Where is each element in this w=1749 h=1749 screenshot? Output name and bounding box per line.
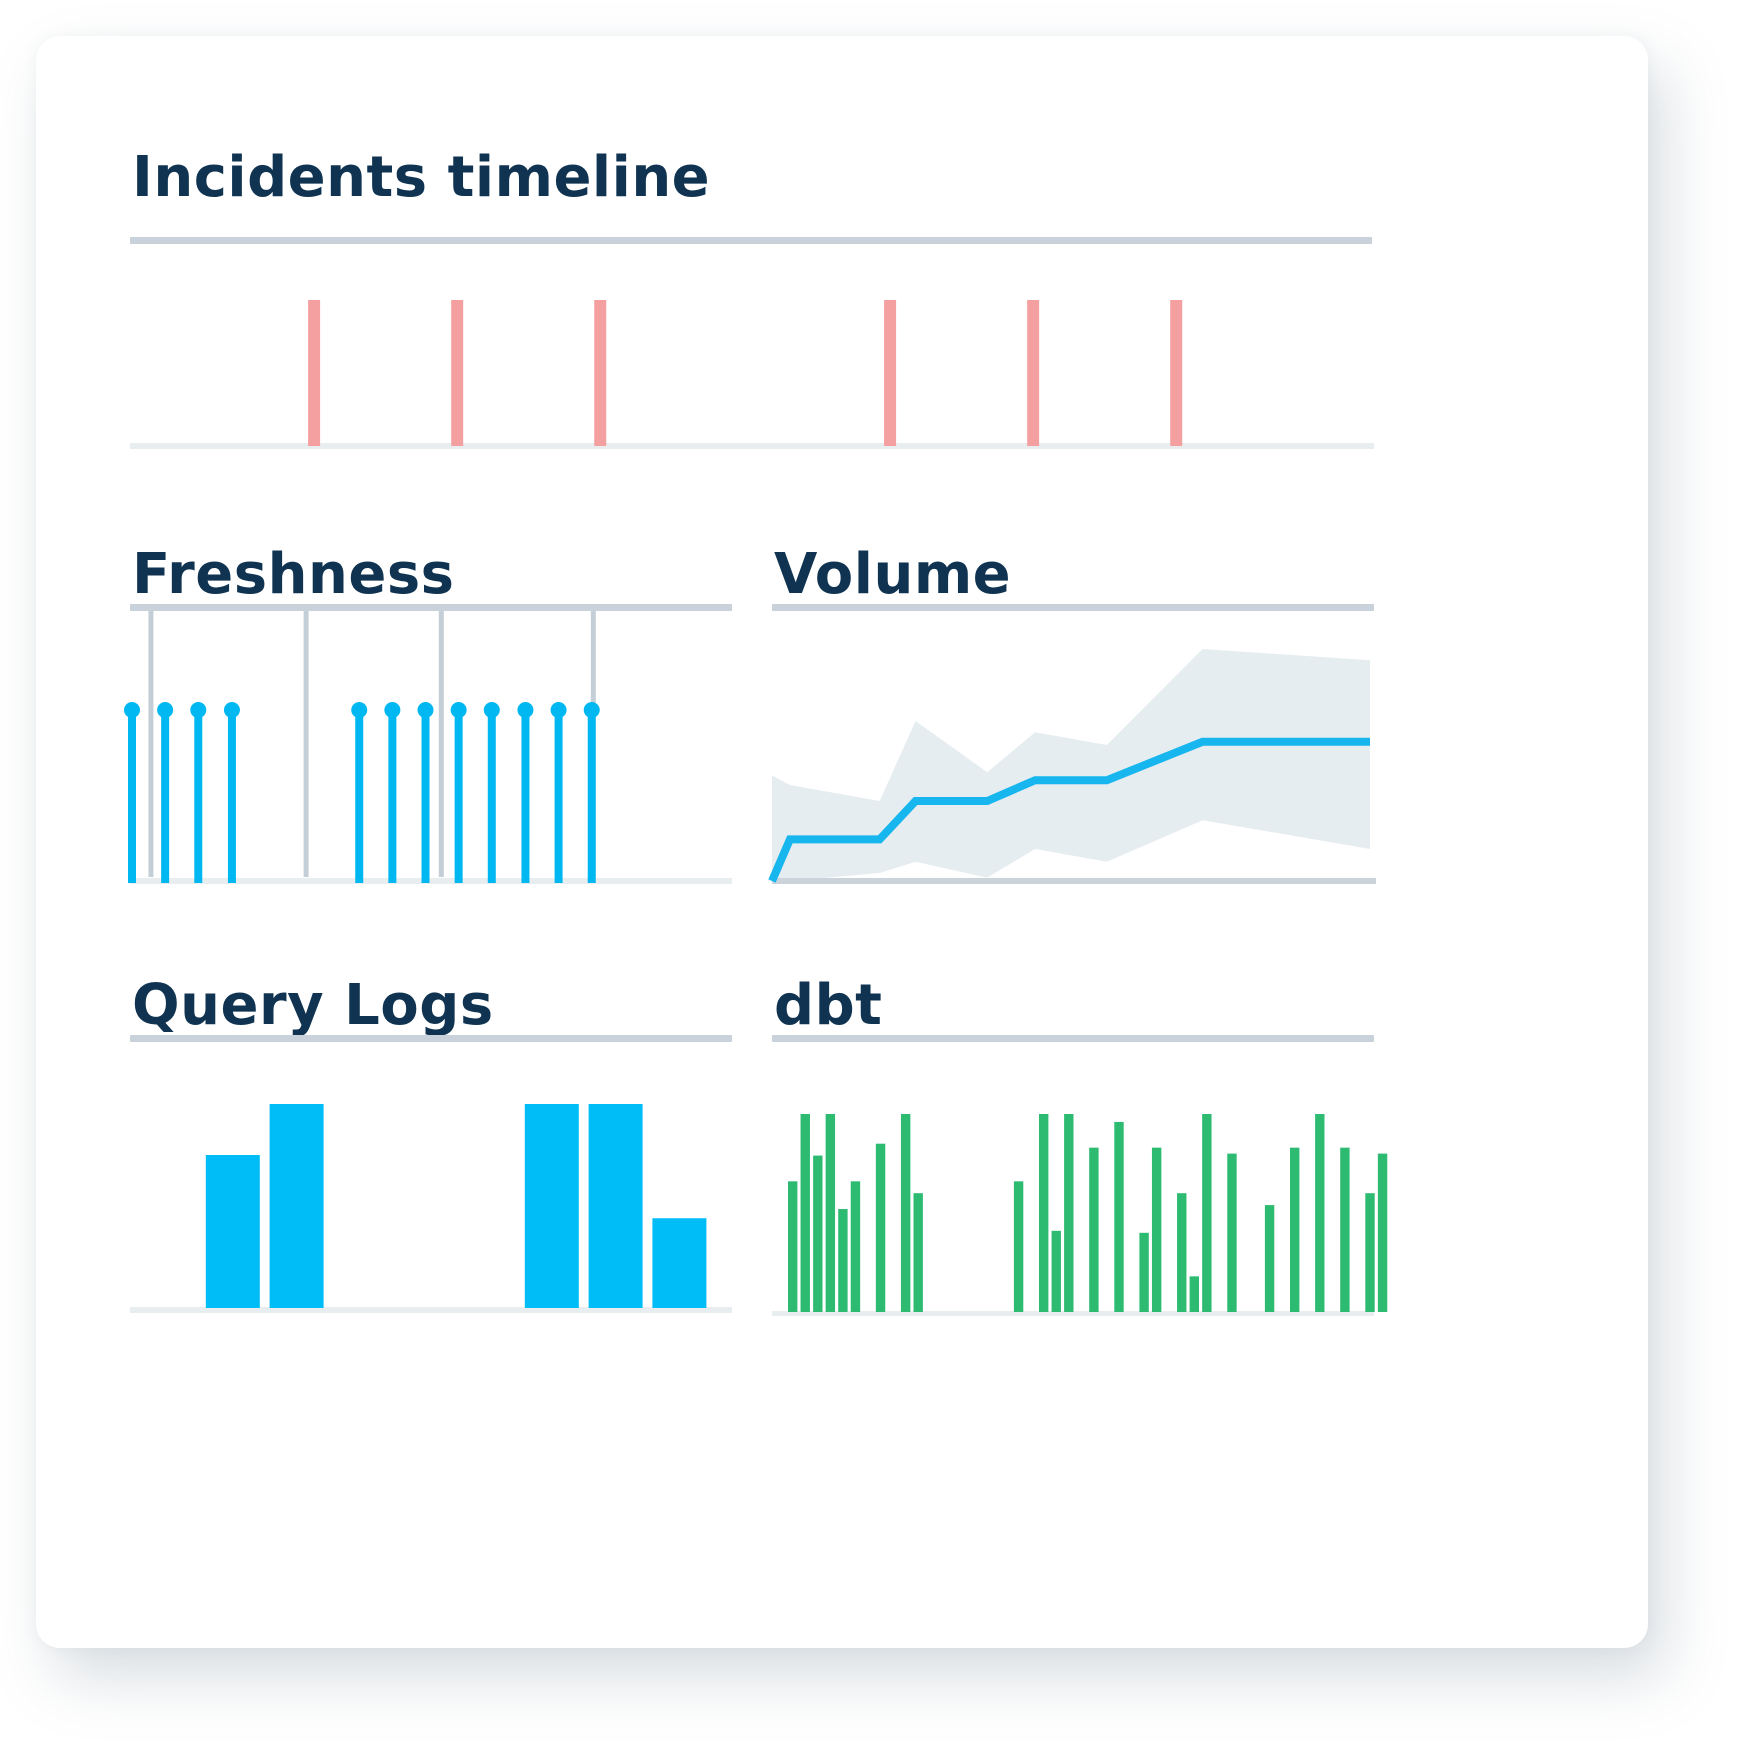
dbt-run-bar: [875, 1143, 886, 1312]
dbt-header-rule: [772, 1035, 1374, 1042]
freshness-event-dot: [223, 702, 240, 718]
freshness-event-dot: [351, 702, 368, 718]
dbt-run-bar: [1340, 1147, 1350, 1312]
freshness-event-stem: [454, 710, 463, 883]
query-logs-bar: [588, 1104, 643, 1308]
freshness-event-dot: [517, 702, 534, 718]
freshness-event-dot: [583, 702, 600, 718]
freshness-event-stem: [421, 710, 430, 883]
dbt-run-bar: [1377, 1153, 1388, 1312]
dbt-run-bar: [838, 1209, 848, 1312]
query-logs-bar: [524, 1104, 579, 1308]
dbt-run-bar: [1189, 1276, 1199, 1312]
dbt-run-bar: [813, 1155, 823, 1312]
dbt-run-bar: [788, 1181, 798, 1312]
dbt-run-bar: [1051, 1230, 1061, 1312]
freshness-event-dot: [483, 702, 500, 718]
freshness-chart: [124, 611, 732, 884]
dbt-run-bar: [900, 1114, 911, 1312]
freshness-event-stem: [227, 710, 236, 883]
dbt-run-bar: [1264, 1205, 1275, 1312]
freshness-event-dot: [190, 702, 207, 718]
dbt-run-bar: [1013, 1181, 1024, 1312]
incidents-header-rule: [130, 237, 1372, 244]
freshness-event-dot: [384, 702, 401, 718]
incident-marker: [1027, 300, 1040, 446]
dbt-run-bar: [1227, 1153, 1237, 1312]
freshness-event-stem: [355, 710, 364, 883]
dbt-run-bar: [1151, 1147, 1162, 1312]
dbt-run-bar: [1114, 1121, 1124, 1312]
freshness-update-marker: [303, 611, 309, 877]
freshness-event-dot: [157, 702, 174, 718]
dbt-chart: [772, 1114, 1388, 1316]
dbt-baseline: [772, 1311, 1374, 1316]
freshness-update-marker: [438, 611, 444, 877]
dbt-run-bar: [1202, 1114, 1212, 1312]
freshness-event-stem: [487, 710, 496, 883]
query-logs-bar: [652, 1218, 707, 1308]
freshness-event-dot: [450, 702, 467, 718]
query-logs-chart: [130, 1104, 732, 1313]
dbt-run-bar: [1365, 1193, 1375, 1312]
monitoring-card: Incidents timeline Freshness Volume Quer…: [36, 36, 1648, 1648]
volume-title: Volume: [774, 542, 1012, 607]
freshness-event-stem: [194, 710, 203, 883]
volume-line: [768, 737, 1370, 883]
query-logs-baseline: [130, 1307, 732, 1313]
incident-marker: [884, 300, 897, 446]
incident-marker: [1170, 300, 1183, 446]
volume-baseline: [772, 878, 1376, 884]
freshness-baseline: [130, 878, 732, 884]
dbt-run-bar: [1139, 1232, 1149, 1312]
dbt-run-bar: [800, 1114, 810, 1312]
freshness-title: Freshness: [132, 542, 455, 607]
dbt-title: dbt: [774, 973, 883, 1038]
dbt-run-bar: [850, 1181, 861, 1312]
freshness-event-stem: [128, 710, 136, 883]
incident-marker: [308, 300, 321, 446]
dbt-run-bar: [1315, 1114, 1325, 1312]
freshness-event-dot: [124, 702, 140, 718]
incidents-baseline: [130, 443, 1374, 449]
incident-marker: [594, 300, 607, 446]
query-logs-header-rule: [130, 1035, 732, 1042]
incidents-timeline-title: Incidents timeline: [132, 145, 711, 210]
dbt-run-bar: [1177, 1193, 1187, 1312]
freshness-event-dot: [550, 702, 567, 718]
query-logs-bar: [269, 1104, 324, 1308]
freshness-event-dot: [417, 702, 434, 718]
dbt-run-bar: [1064, 1114, 1074, 1312]
dbt-run-bar: [1039, 1114, 1049, 1312]
freshness-header-rule: [130, 604, 732, 611]
query-logs-bar: [205, 1155, 260, 1308]
query-logs-title: Query Logs: [132, 973, 494, 1038]
dbt-run-bar: [825, 1114, 836, 1312]
freshness-event-stem: [554, 710, 563, 883]
volume-chart: [768, 649, 1376, 884]
freshness-update-marker: [148, 611, 154, 877]
freshness-event-stem: [587, 710, 596, 883]
dbt-run-bar: [913, 1193, 923, 1312]
incident-marker: [451, 300, 464, 446]
freshness-event-stem: [161, 710, 170, 883]
volume-header-rule: [772, 604, 1374, 611]
dbt-run-bar: [1290, 1147, 1300, 1312]
incidents-timeline-chart: [130, 300, 1374, 449]
dbt-run-bar: [1089, 1147, 1099, 1312]
freshness-event-stem: [521, 710, 530, 883]
freshness-event-stem: [388, 710, 397, 883]
volume-expected-range-band: [772, 649, 1370, 881]
